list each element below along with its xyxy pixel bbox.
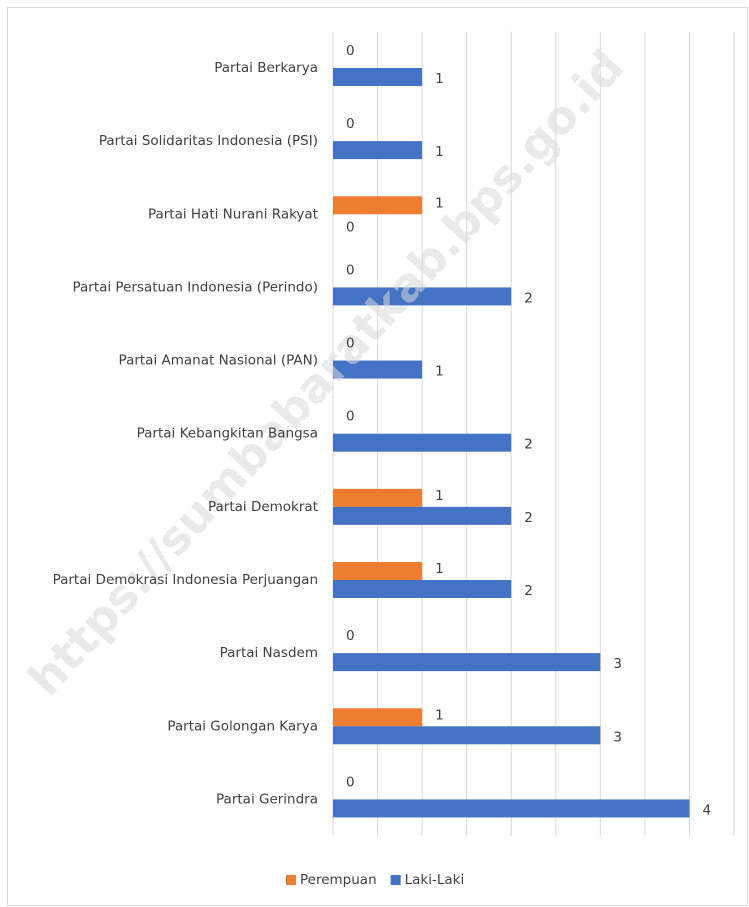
grid bbox=[332, 31, 735, 836]
bar bbox=[333, 561, 423, 580]
data-label: 0 bbox=[346, 628, 355, 644]
legend-swatch bbox=[286, 875, 296, 885]
legend-label: Perempuan bbox=[300, 872, 377, 888]
bar bbox=[333, 67, 423, 86]
data-label: 1 bbox=[435, 144, 444, 160]
bar bbox=[333, 579, 512, 598]
legend-swatch bbox=[390, 875, 401, 885]
bar bbox=[333, 488, 423, 507]
data-label: 3 bbox=[613, 656, 622, 672]
data-label: 0 bbox=[346, 262, 355, 278]
bars bbox=[333, 67, 690, 818]
data-label: 0 bbox=[346, 336, 355, 352]
data-label: 2 bbox=[524, 437, 533, 453]
bar bbox=[333, 196, 423, 215]
data-label: 2 bbox=[524, 290, 533, 306]
bar bbox=[333, 653, 601, 672]
bar bbox=[333, 360, 423, 379]
y-tick-label: Partai Persatuan Indonesia (Perindo) bbox=[72, 279, 318, 295]
y-tick-label: Partai Berkarya bbox=[214, 60, 318, 76]
y-tick-label: Partai Gerindra bbox=[216, 791, 318, 807]
data-label: 2 bbox=[524, 583, 533, 599]
data-label: 1 bbox=[435, 707, 444, 723]
y-tick-label: Partai Kebangkitan Bangsa bbox=[137, 426, 318, 442]
y-tick-label: Partai Nasdem bbox=[220, 645, 318, 661]
data-label: 0 bbox=[346, 219, 355, 235]
data-label: 1 bbox=[435, 488, 444, 504]
data-label: 0 bbox=[346, 774, 355, 790]
data-label: 4 bbox=[702, 802, 711, 818]
data-label: 2 bbox=[524, 510, 533, 526]
data-label: 1 bbox=[435, 195, 444, 211]
data-label: 0 bbox=[346, 43, 355, 59]
bar bbox=[333, 141, 423, 160]
data-label: 1 bbox=[435, 71, 444, 87]
legend-label: Laki-Laki bbox=[405, 872, 465, 888]
y-tick-label: Partai Hati Nurani Rakyat bbox=[148, 206, 318, 222]
data-label: 1 bbox=[435, 561, 444, 577]
y-tick-label: Partai Amanat Nasional (PAN) bbox=[119, 353, 318, 369]
bar bbox=[333, 506, 512, 525]
bar bbox=[333, 433, 512, 452]
data-label: 3 bbox=[613, 729, 622, 745]
data-label: 0 bbox=[346, 116, 355, 132]
bar bbox=[333, 708, 423, 727]
y-tick-label: Partai Demokrasi Indonesia Perjuangan bbox=[53, 572, 318, 588]
data-label: 1 bbox=[435, 364, 444, 380]
y-tick-label: Partai Solidaritas Indonesia (PSI) bbox=[99, 133, 318, 149]
y-tick-label: Partai Golongan Karya bbox=[167, 718, 318, 734]
bar bbox=[333, 799, 690, 818]
data-label: 0 bbox=[346, 409, 355, 425]
y-tick-label: Partai Demokrat bbox=[208, 499, 318, 515]
bar bbox=[333, 726, 601, 745]
bar bbox=[333, 287, 512, 306]
